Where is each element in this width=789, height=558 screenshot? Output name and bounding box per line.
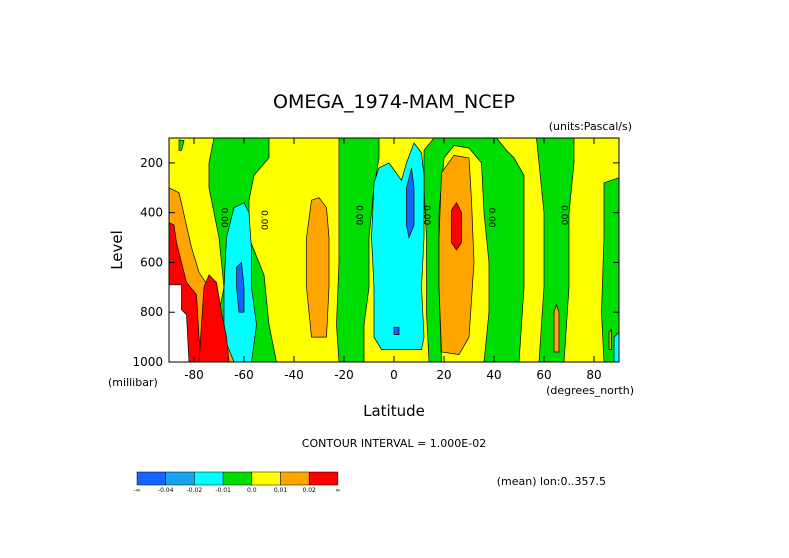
colorbar-swatch [136,471,166,486]
colorbar: -∞ -0.04 -0.02 -0.01 0.0 0.01 0.02 ∞ [133,471,340,494]
y-tick-label: 800 [140,305,163,319]
y-tick-label: 600 [140,255,163,269]
zero-contour-label: 0.00 [486,208,496,228]
colorbar-tick-label: -∞ [133,487,140,494]
contour-region-blue-10 [393,326,400,335]
zero-contour-label: 0.00 [354,205,364,225]
colorbar-tick-label: 0.01 [274,487,288,494]
units-label: (units:Pascal/s) [549,120,632,133]
contour-region-orange-13 [306,197,330,338]
contour-region-green-1 [336,138,380,362]
contour-region-green-4 [601,177,619,362]
colorbar-swatch [165,471,195,486]
chart-title: OMEGA_1974-MAM_NCEP [273,91,515,113]
contour-region-orange-15 [553,303,560,353]
colorbar-tick-label: -0.04 [158,487,174,494]
zero-contour-label: 0.00 [219,208,229,228]
colorbar-tick-label: -0.02 [187,487,203,494]
contour-region-green-5 [178,139,185,151]
y-unit-label: (millibar) [108,376,158,389]
contour-region-orange-14 [438,155,475,355]
colorbar-tick-label: -0.01 [215,487,231,494]
x-tick-label: 80 [586,368,601,382]
colorbar-swatch [194,471,224,486]
x-tick-label: 20 [436,368,451,382]
zero-contour-label: 0.00 [421,205,431,225]
contour-region-red-18 [198,274,230,362]
undefined-data-area [169,284,190,362]
x-tick-label: -60 [234,368,254,382]
contour-region-orange-16 [608,328,612,350]
colorbar-swatch [308,471,339,486]
y-tick-label: 1000 [132,355,163,369]
y-tick-label: 400 [140,206,163,220]
x-tick-label: 40 [486,368,501,382]
y-axis-label: Level [108,230,126,270]
contour-region-green-2 [423,138,525,362]
colorbar-swatch [251,471,281,486]
contour-region-blue-7 [236,261,245,313]
colorbar-tick-label: ∞ [335,487,340,494]
contour-region-red-19 [451,202,462,251]
colorbar-swatch [280,471,310,486]
x-tick-label: -80 [184,368,204,382]
colorbar-tick-label: 0.02 [303,487,317,494]
colorbar-tick-label: 0.0 [247,487,257,494]
zero-contour-label: 0.00 [259,210,269,230]
mean-note: (mean) lon:0..357.5 [497,475,606,488]
contour-region-blue-9 [406,167,415,239]
x-tick-label: 0 [390,368,398,382]
zero-contour-label: 0.00 [559,205,569,225]
contour-region-cyan-11 [613,331,619,362]
colorbar-swatch [222,471,253,486]
x-tick-label: -20 [334,368,354,382]
contour-region-green-3 [536,138,575,362]
x-unit-label: (degrees_north) [546,384,634,397]
y-tick-label: 200 [140,156,163,170]
contour-interval-label: CONTOUR INTERVAL = 1.000E-02 [302,437,486,450]
x-axis-label: Latitude [363,402,425,420]
x-tick-label: 60 [536,368,551,382]
x-tick-label: -40 [284,368,304,382]
